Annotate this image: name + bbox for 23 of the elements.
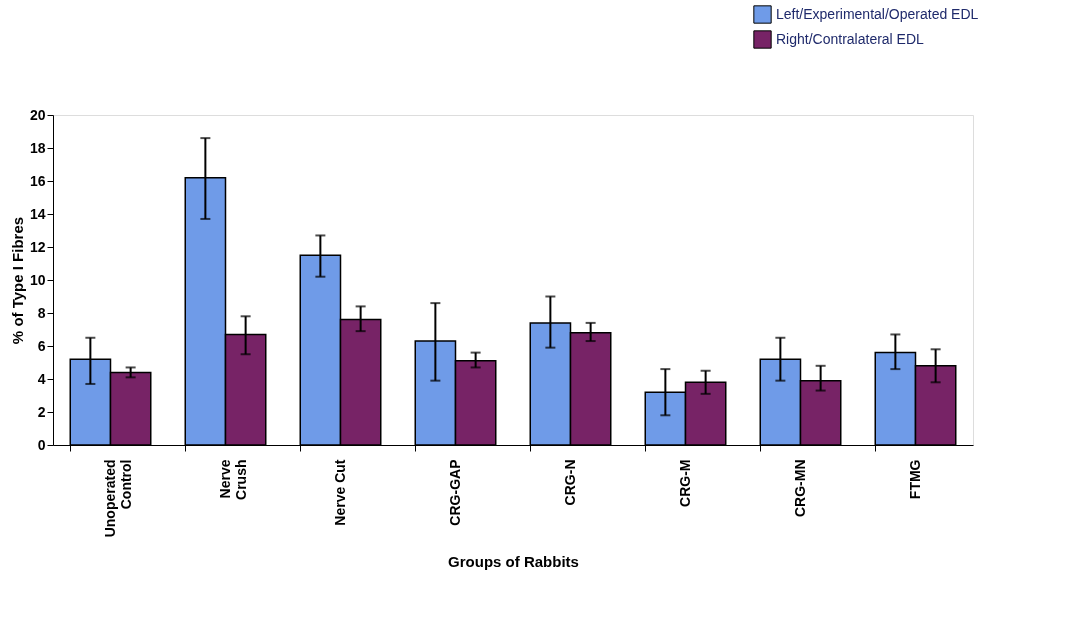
y-tick-label: 18 [29, 139, 46, 156]
y-tick-label: 14 [29, 205, 46, 222]
x-tick-label: CRG-MN [791, 459, 808, 518]
y-tick-label: 20 [29, 106, 46, 123]
y-tick-label: 4 [37, 370, 46, 387]
y-tick-label: 16 [29, 172, 46, 189]
x-tick-label: Nerve Cut [331, 459, 348, 526]
y-axis-title: % of Type I Fibres [8, 216, 26, 345]
x-tick-label: CRG-GAP [446, 459, 463, 526]
y-tick-label: 12 [29, 238, 46, 255]
y-tick-label: 10 [29, 271, 46, 288]
y-tick-label: 2 [37, 403, 46, 420]
x-axis-title: Groups of Rabbits [448, 553, 579, 571]
y-tick-label: 8 [37, 304, 46, 321]
x-tick-label: CRG-M [676, 459, 693, 507]
x-tick-label: CRG-N [561, 459, 578, 506]
y-tick-label: 0 [37, 436, 46, 453]
x-tick-label: FTMG [906, 459, 923, 500]
legend-label: Left/Experimental/Operated EDL [776, 5, 979, 22]
y-tick-label: 6 [37, 337, 46, 354]
x-tick-label: Unoperated Control [101, 459, 134, 538]
x-tick-label: Nerve Crush [216, 459, 249, 500]
legend-label: Right/Contralateral EDL [776, 30, 925, 47]
